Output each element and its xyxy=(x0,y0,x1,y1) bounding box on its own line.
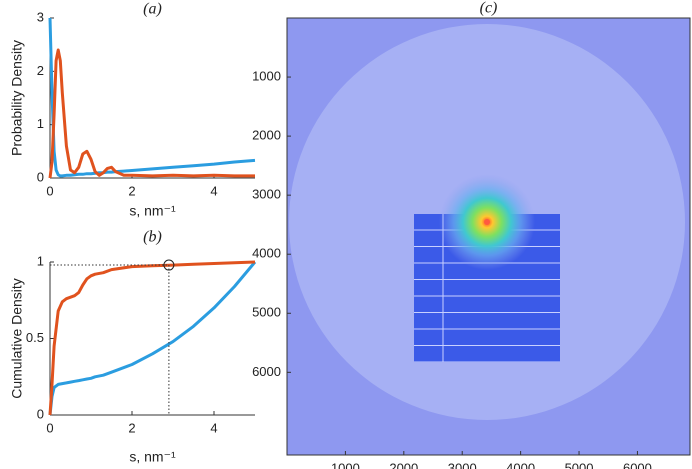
y-tick-label: 0 xyxy=(37,169,44,184)
y-tick-label: 2000 xyxy=(252,128,281,143)
y-tick-label: 1 xyxy=(37,116,44,131)
diffraction-image xyxy=(287,18,690,455)
x-tick-label: 4 xyxy=(210,183,217,198)
reference-point xyxy=(163,259,175,271)
x-tick-label: 5000 xyxy=(565,460,594,469)
series-line xyxy=(48,260,256,416)
y-tick-label: 0 xyxy=(37,406,44,421)
x-tick-label: 2000 xyxy=(389,460,418,469)
series-line xyxy=(48,48,255,179)
y-tick-label: 6000 xyxy=(252,364,281,379)
x-tick-label: 1000 xyxy=(331,460,360,469)
y-tick-label: 4000 xyxy=(252,246,281,261)
x-tick-label: 4 xyxy=(210,420,217,435)
x-tick-label: 6000 xyxy=(623,460,652,469)
x-axis-label: s, nm⁻¹ xyxy=(129,449,176,465)
x-axis-label: s, nm⁻¹ xyxy=(129,203,176,219)
x-tick-label: 0 xyxy=(46,420,53,435)
x-tick-label: 4000 xyxy=(506,460,535,469)
panel-title: (a) xyxy=(143,1,162,18)
y-tick-label: 5000 xyxy=(252,305,281,320)
series-line xyxy=(48,17,256,178)
y-tick-label: 1000 xyxy=(252,68,281,83)
x-tick-label: 2 xyxy=(128,183,135,198)
y-tick-label: 3000 xyxy=(252,187,281,202)
series-line xyxy=(48,261,257,416)
y-axis-label: Probability Density xyxy=(9,40,25,156)
y-tick-label: 2 xyxy=(37,63,44,78)
plot-frame xyxy=(286,17,691,456)
y-tick-label: 0.5 xyxy=(26,330,44,345)
panel-title: (b) xyxy=(143,229,162,246)
y-tick-label: 1 xyxy=(37,253,44,268)
x-tick-label: 2 xyxy=(128,420,135,435)
x-tick-label: 0 xyxy=(46,183,53,198)
x-tick-label: 3000 xyxy=(448,460,477,469)
y-axis-label: Cumulative Density xyxy=(9,278,25,399)
panel-title: (c) xyxy=(480,0,498,17)
y-tick-label: 3 xyxy=(37,9,44,24)
